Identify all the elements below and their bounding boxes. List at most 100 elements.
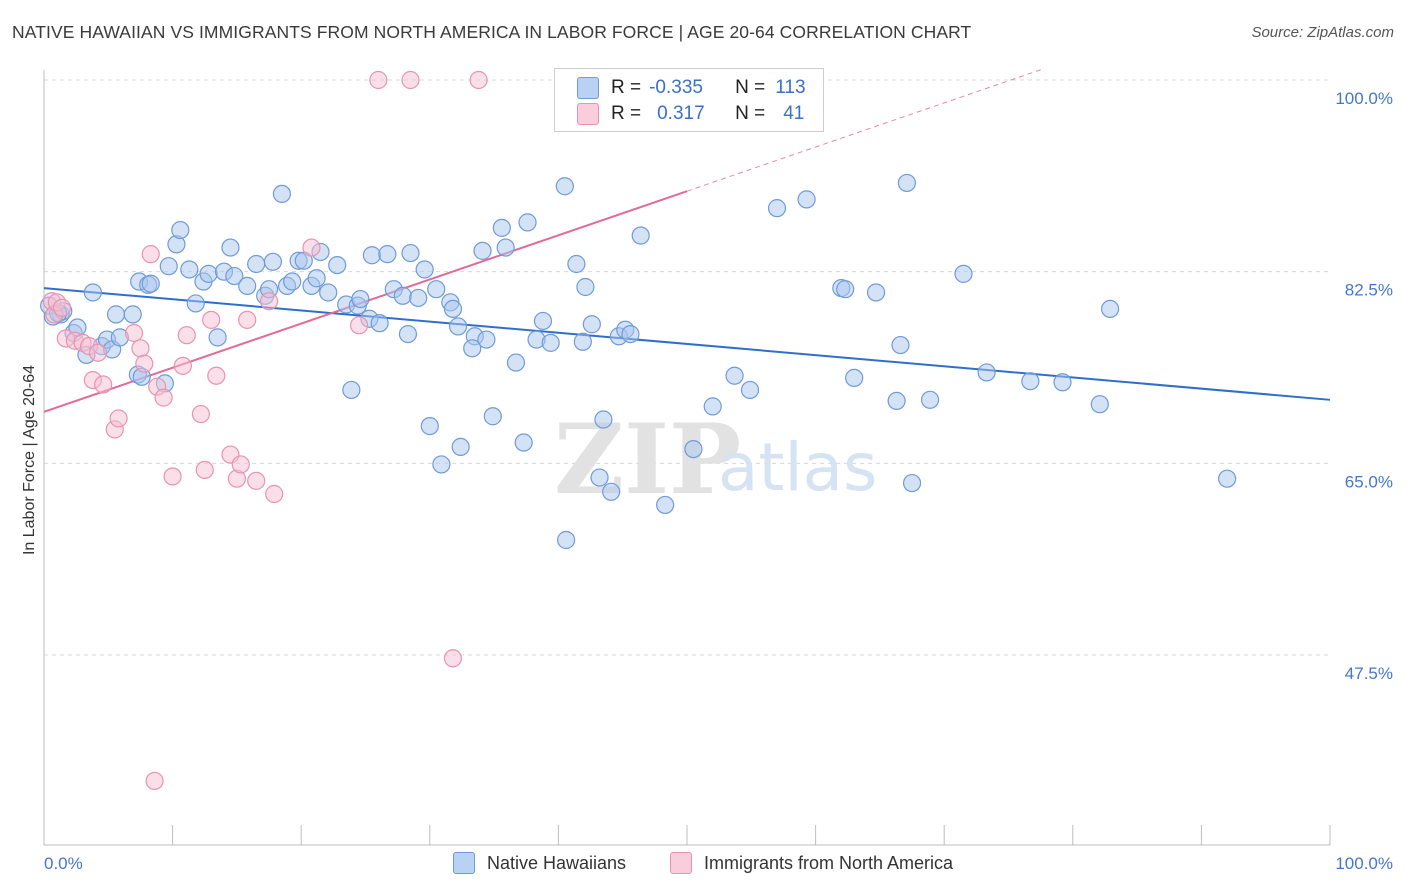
watermark-atlas: atlas [718, 429, 878, 506]
point-native-hawaiian [567, 254, 586, 274]
point-native-hawaiian [977, 363, 996, 382]
point-native-hawaiian [573, 332, 592, 351]
point-immigrant-north-america [163, 467, 182, 486]
point-immigrant-north-america [259, 292, 279, 311]
point-native-hawaiian [631, 226, 650, 245]
point-immigrant-north-america [238, 310, 257, 329]
point-native-hawaiian [492, 218, 511, 237]
point-native-hawaiian [398, 324, 418, 344]
point-native-hawaiian [836, 280, 855, 299]
legend-n-value: 41 [783, 103, 805, 124]
source-credit: Source: ZipAtlas.com [1251, 24, 1394, 41]
point-native-hawaiian [684, 439, 703, 459]
point-immigrant-north-america [302, 238, 321, 257]
point-immigrant-north-america [369, 70, 388, 90]
point-immigrant-north-america [247, 471, 266, 490]
point-immigrant-north-america [202, 310, 221, 329]
point-native-hawaiian [473, 241, 492, 260]
point-native-hawaiian [342, 380, 361, 400]
legend-swatch-blue [453, 852, 475, 874]
point-native-hawaiian [409, 288, 428, 308]
point-native-hawaiian [656, 495, 675, 515]
point-immigrant-north-america [177, 326, 196, 345]
y-tick-label: 82.5% [1345, 281, 1393, 300]
legend-label: Immigrants from North America [704, 852, 954, 873]
legend-r-value: 0.317 [657, 103, 705, 124]
x-tick-label: 0.0% [44, 854, 83, 873]
point-native-hawaiian [415, 260, 434, 279]
point-native-hawaiian [463, 339, 482, 358]
point-native-hawaiian [451, 437, 470, 457]
point-immigrant-north-america [124, 323, 144, 343]
point-native-hawaiian [247, 254, 266, 274]
point-native-hawaiian [1100, 299, 1120, 319]
point-native-hawaiian [1218, 469, 1237, 488]
point-immigrant-north-america [349, 316, 369, 335]
point-native-hawaiian [225, 266, 244, 286]
point-native-hawaiian [576, 277, 595, 297]
point-native-hawaiian [920, 390, 940, 409]
legend-label: Native Hawaiians [487, 852, 627, 873]
point-native-hawaiian [496, 238, 515, 257]
legend-swatch-pink [577, 103, 599, 125]
point-native-hawaiian [319, 283, 338, 302]
point-native-hawaiian [1090, 395, 1109, 414]
point-native-hawaiian [621, 324, 640, 344]
point-native-hawaiian [845, 368, 864, 388]
point-immigrant-north-america [401, 70, 420, 90]
legend-n-label: N = [735, 77, 766, 98]
point-native-hawaiian [483, 407, 502, 426]
point-native-hawaiian [582, 315, 601, 334]
point-native-hawaiian [393, 286, 412, 305]
point-native-hawaiian [307, 269, 326, 288]
point-native-hawaiian [171, 220, 190, 240]
point-immigrant-north-america [109, 409, 128, 428]
y-tick-label: 47.5% [1345, 664, 1393, 683]
legend-row-immigrants: R = 0.317 N = 41 [577, 101, 804, 127]
legend-item-native-hawaiians[interactable]: Native Hawaiians [453, 852, 626, 874]
point-native-hawaiian [221, 238, 240, 257]
point-native-hawaiian [83, 283, 102, 302]
point-native-hawaiian [378, 245, 397, 264]
point-native-hawaiian [555, 177, 574, 196]
legend-swatch-blue [577, 77, 599, 99]
legend-swatch-pink [670, 852, 692, 874]
point-native-hawaiian [740, 380, 760, 400]
series-legend: Native Hawaiians Immigrants from North A… [0, 850, 1406, 878]
point-native-hawaiian [141, 274, 160, 293]
point-native-hawaiian [1021, 372, 1040, 391]
trend-line-0 [43, 287, 1331, 401]
point-immigrant-north-america [469, 70, 488, 90]
point-native-hawaiian [328, 255, 347, 275]
legend-n-value: 113 [775, 77, 806, 98]
point-native-hawaiian [199, 264, 218, 283]
point-immigrant-north-america [135, 354, 154, 373]
point-native-hawaiian [902, 473, 922, 493]
point-native-hawaiian [541, 333, 560, 352]
point-native-hawaiian [283, 272, 302, 291]
legend-item-immigrants-north-america[interactable]: Immigrants from North America [670, 852, 953, 874]
point-native-hawaiian [123, 305, 142, 324]
point-native-hawaiian [420, 416, 439, 436]
point-native-hawaiian [594, 410, 613, 429]
point-immigrant-north-america [94, 375, 113, 394]
point-native-hawaiian [602, 482, 621, 501]
gridlines [44, 79, 1330, 656]
point-native-hawaiian [448, 317, 468, 336]
point-native-hawaiian [106, 305, 126, 324]
point-native-hawaiian [590, 468, 609, 487]
point-native-hawaiian [891, 335, 910, 355]
point-native-hawaiian [159, 257, 178, 276]
point-immigrant-north-america [173, 356, 192, 375]
point-native-hawaiian [263, 252, 283, 271]
legend-r-label: R = [611, 103, 642, 124]
data-points [40, 70, 1237, 791]
point-immigrant-north-america [443, 649, 463, 668]
point-native-hawaiian [518, 213, 537, 232]
point-native-hawaiian [533, 311, 553, 331]
point-immigrant-north-america [145, 771, 164, 791]
point-native-hawaiian [208, 328, 227, 347]
legend-row-native-hawaiians: R = -0.335 N = 113 [577, 75, 806, 101]
chart-title: NATIVE HAWAIIAN VS IMMIGRANTS FROM NORTH… [12, 22, 972, 42]
